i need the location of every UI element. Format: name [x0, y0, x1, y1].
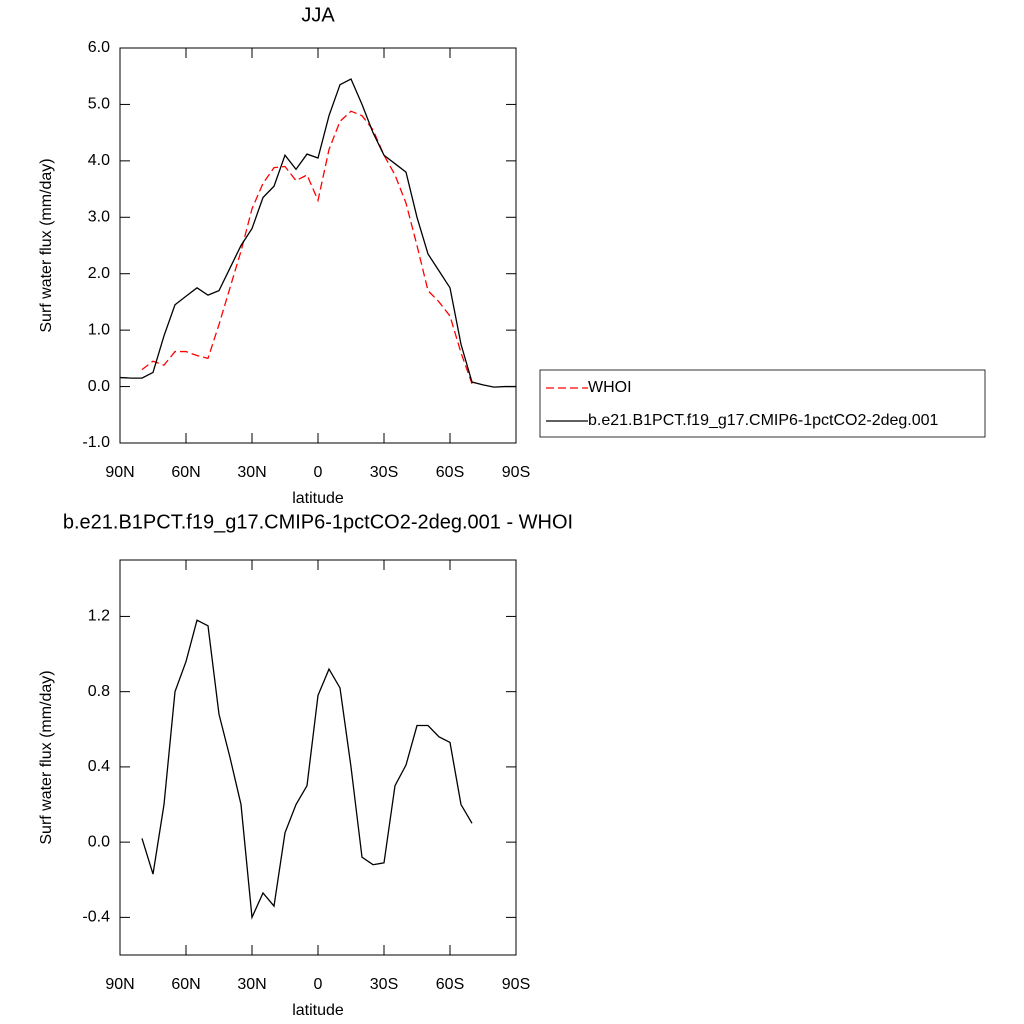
x-tick-label: 30N [237, 464, 266, 481]
x-axis-label: latitude [292, 1002, 344, 1019]
data-line [141, 110, 473, 384]
x-tick-label: 60S [436, 464, 464, 481]
y-tick-label: 3.0 [88, 209, 110, 226]
x-tick-label: 0 [314, 976, 323, 993]
x-tick-label: 30N [237, 976, 266, 993]
x-tick-label: 60S [436, 976, 464, 993]
y-axis-label: Surf water flux (mm/day) [38, 670, 55, 844]
x-tick-label: 30S [370, 464, 398, 481]
y-tick-label: 0.0 [88, 378, 110, 395]
plot-frame [119, 559, 517, 956]
y-tick-label: -0.4 [82, 909, 110, 926]
data-line [119, 78, 516, 388]
legend-box [539, 369, 986, 438]
y-tick-label: 0.8 [88, 683, 110, 700]
y-tick-label: 1.2 [88, 608, 110, 625]
y-tick-label: 2.0 [88, 265, 110, 282]
y-tick-label: 4.0 [88, 152, 110, 169]
y-tick-label: -1.0 [82, 434, 110, 451]
x-tick-label: 60N [171, 976, 200, 993]
x-tick-label: 90N [105, 464, 134, 481]
x-tick-label: 30S [370, 976, 398, 993]
x-tick-label: 90S [502, 464, 530, 481]
x-axis-label: latitude [292, 490, 344, 507]
data-line [141, 619, 473, 920]
y-tick-label: 0.0 [88, 833, 110, 850]
y-tick-label: 1.0 [88, 321, 110, 338]
legend-label: WHOI [588, 379, 632, 396]
y-tick-label: 6.0 [88, 39, 110, 56]
x-tick-label: 90N [105, 976, 134, 993]
chart-title: b.e21.B1PCT.f19_g17.CMIP6-1pctCO2-2deg.0… [63, 511, 573, 533]
x-tick-label: 90S [502, 976, 530, 993]
y-tick-label: 0.4 [88, 758, 110, 775]
chart-title: JJA [301, 4, 335, 26]
x-tick-label: 0 [314, 464, 323, 481]
x-tick-label: 60N [171, 464, 200, 481]
y-axis-label: Surf water flux (mm/day) [38, 158, 55, 332]
plot-frame [119, 47, 517, 444]
legend-label: b.e21.B1PCT.f19_g17.CMIP6-1pctCO2-2deg.0… [588, 412, 939, 429]
y-tick-label: 5.0 [88, 96, 110, 113]
